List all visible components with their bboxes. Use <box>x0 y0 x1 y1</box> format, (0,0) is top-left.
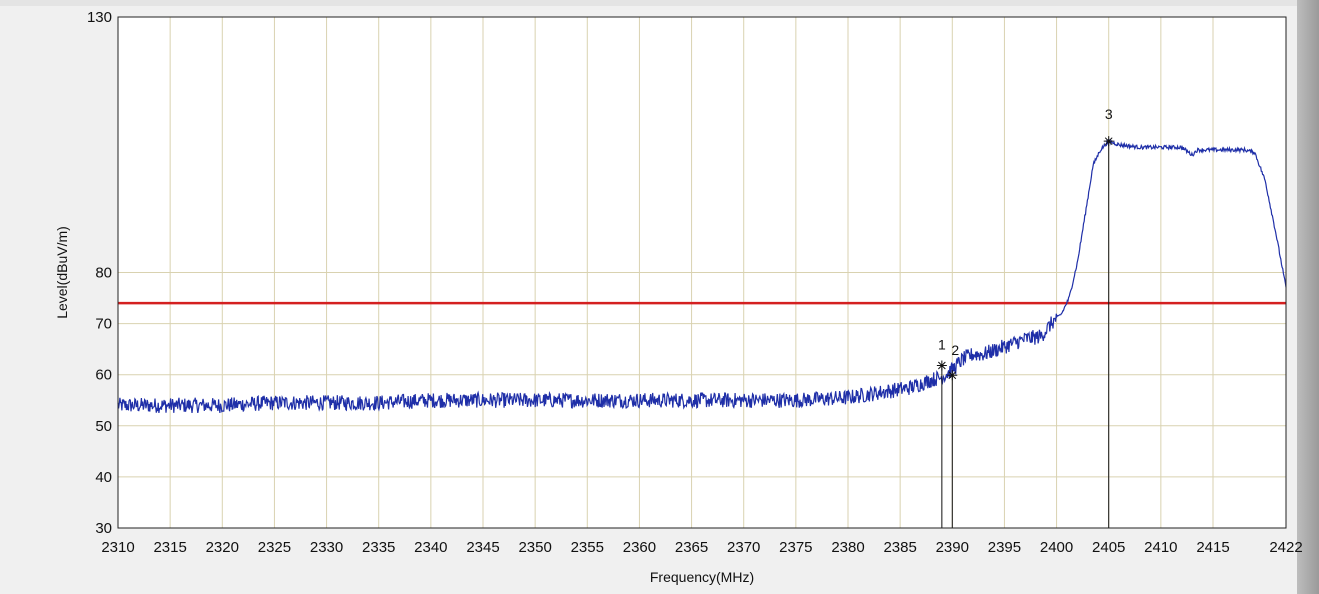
marker-star <box>1103 136 1114 147</box>
trace-series <box>117 138 1287 414</box>
y-tick-label: 40 <box>95 469 112 486</box>
marker-label: 3 <box>1105 106 1113 122</box>
x-tick-label: 2422 <box>1269 539 1302 556</box>
y-axis-label: Level(dBuV/m) <box>54 226 70 319</box>
x-tick-label: 2365 <box>675 539 708 556</box>
y-tick-label: 50 <box>95 418 112 435</box>
x-tick-label: 2390 <box>936 539 969 556</box>
x-tick-label: 2335 <box>362 539 395 556</box>
x-tick-label: 2330 <box>310 539 343 556</box>
window-right-frame <box>1297 0 1319 594</box>
x-tick-label: 2410 <box>1144 539 1177 556</box>
x-tick-label: 2345 <box>466 539 499 556</box>
y-tick-label: 60 <box>95 367 112 384</box>
y-tick-label: 80 <box>95 265 112 282</box>
x-tick-label: 2350 <box>518 539 551 556</box>
y-tick-label: 70 <box>95 316 112 333</box>
x-tick-label: 2405 <box>1092 539 1125 556</box>
x-tick-labels: 2310 2315 2320 2325 2330 2335 2340 2345 2350 2355… <box>101 539 1302 556</box>
top-border <box>0 0 1319 6</box>
marker-star <box>936 360 947 371</box>
marker-group: 1 2 3 <box>936 106 1114 528</box>
trace-line <box>117 138 1287 414</box>
x-tick-label: 2340 <box>414 539 447 556</box>
y-tick-label: 30 <box>95 520 112 537</box>
marker-label: 1 <box>938 337 946 353</box>
marker-star <box>947 370 958 381</box>
x-tick-label: 2315 <box>153 539 186 556</box>
x-tick-label: 2400 <box>1040 539 1073 556</box>
y-tick-label: 130 <box>87 9 112 26</box>
x-tick-label: 2380 <box>831 539 864 556</box>
plot-border <box>117 16 1287 529</box>
x-tick-label: 2370 <box>727 539 760 556</box>
x-tick-label: 2355 <box>571 539 604 556</box>
x-tick-label: 2415 <box>1196 539 1229 556</box>
y-tick-labels: 30 40 50 60 70 80 130 <box>87 9 112 537</box>
x-tick-label: 2310 <box>101 539 134 556</box>
x-tick-label: 2325 <box>258 539 291 556</box>
marker-label: 2 <box>951 342 959 358</box>
x-tick-label: 2385 <box>883 539 916 556</box>
x-tick-label: 2360 <box>623 539 656 556</box>
x-tick-label: 2320 <box>206 539 239 556</box>
x-axis-label: Frequency(MHz) <box>650 569 754 585</box>
x-tick-label: 2395 <box>988 539 1021 556</box>
x-tick-label: 2375 <box>779 539 812 556</box>
